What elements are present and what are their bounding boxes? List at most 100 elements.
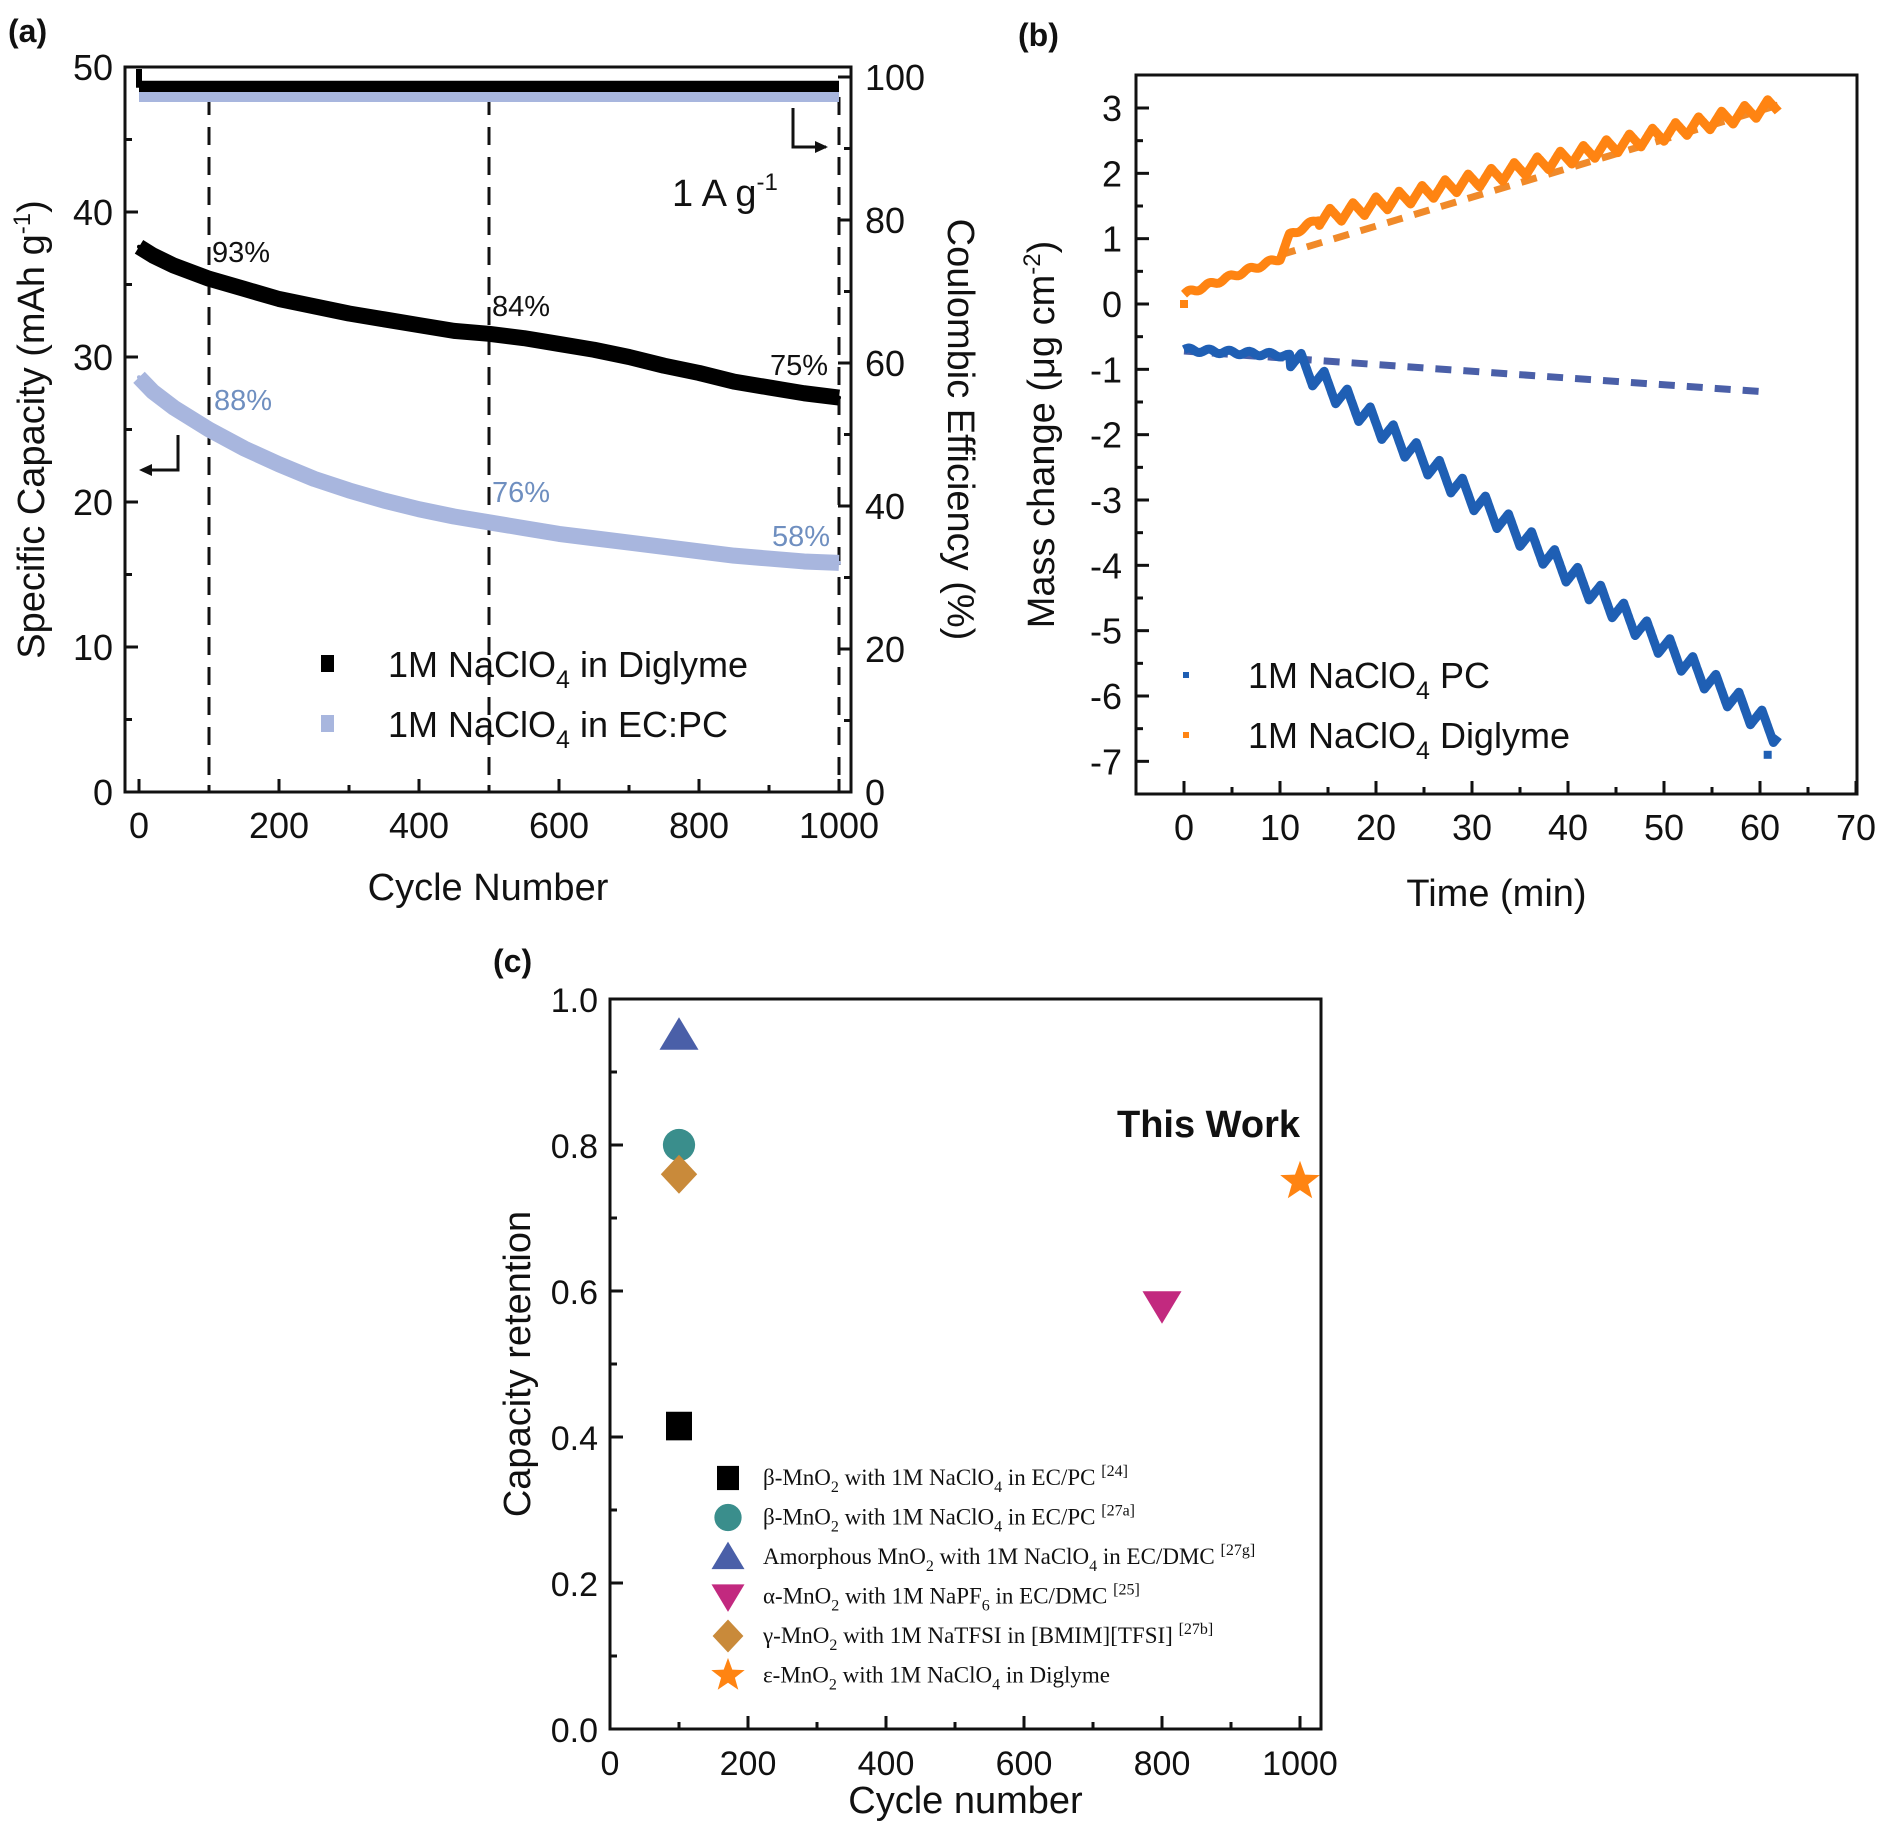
legend-marker-triangle-up [711, 1541, 745, 1570]
right-axis-pointer-arrowhead [815, 141, 828, 153]
x-tick-label: 400 [858, 1745, 915, 1783]
retention-annotation: 58% [772, 521, 830, 553]
x-tick-label: 1000 [1262, 1745, 1338, 1783]
data-point [207, 427, 211, 432]
data-point [207, 276, 211, 281]
legend-label-part: in Diglyme [1000, 1663, 1110, 1688]
data-point [837, 395, 841, 400]
legend-label-sub: 2 [926, 1558, 934, 1575]
x-tick-label: 0 [1174, 807, 1194, 848]
legend-label-sub: 4 [994, 1519, 1002, 1536]
y2-axis-title: Coulombic Efficiency (%) [939, 219, 981, 641]
current-density-sup: -1 [757, 169, 778, 196]
legend-label-sub: 4 [994, 1479, 1002, 1496]
data-point [522, 526, 526, 531]
series-line-diglyme [134, 240, 840, 406]
x-axis-title: Cycle number [848, 1780, 1083, 1822]
y-tick-label: 0 [1102, 284, 1122, 325]
legend-label-part: Amorphous MnO [763, 1544, 926, 1569]
legend-label-part: in EC/PC [1002, 1465, 1101, 1490]
x-tick-label: 0 [129, 805, 149, 846]
y-tick-label: 30 [73, 337, 113, 378]
data-point [802, 559, 806, 564]
y-tick-label: 20 [73, 482, 113, 523]
data-point [347, 311, 351, 316]
x-tick-label: 600 [529, 805, 589, 846]
legend-label-ref: [27g] [1221, 1542, 1256, 1559]
data-point [522, 336, 526, 341]
y-tick-label: -1 [1090, 349, 1122, 390]
legend-label: α-MnO2 with 1M NaPF6 in EC/DMC [25] [763, 1582, 1140, 1615]
data-point [557, 341, 561, 346]
legend-label-sub: 2 [829, 1677, 837, 1694]
legend-label-part: with 1M NaPF [839, 1584, 982, 1609]
legend-label-ref: [27b] [1179, 1621, 1214, 1638]
legend-label-part: β-MnO [763, 1465, 831, 1490]
y2-tick-label: 100 [865, 57, 925, 98]
data-point [382, 317, 386, 322]
y-tick-label: 3 [1102, 88, 1122, 129]
legend-label-part: with 1M NaClO [839, 1505, 994, 1530]
retention-annotation: 84% [492, 291, 550, 323]
series-line-ecpc [133, 371, 840, 571]
legend-marker-square [717, 1465, 739, 1491]
x-tick-label: 20 [1356, 807, 1396, 848]
data-point [592, 347, 596, 352]
x-axis-title: Time (min) [1406, 873, 1586, 915]
y2-tick-label: 60 [865, 343, 905, 384]
left-axis-pointer-arrow [142, 435, 180, 472]
x-tick-label: 400 [389, 805, 449, 846]
y-tick-label: 0.8 [551, 1128, 598, 1166]
legend-marker-star [711, 1657, 745, 1690]
data-point [151, 389, 155, 394]
y-tick-label: 0.0 [551, 1712, 598, 1750]
data-point [172, 263, 176, 268]
y-axis-title-main: Mass change (μg cm [1021, 275, 1063, 628]
x-tick-label: 200 [249, 805, 309, 846]
legend-label-sub: 4 [556, 726, 570, 754]
y-tick-label: -4 [1090, 545, 1122, 586]
data-point [417, 507, 421, 512]
data-point [312, 476, 316, 481]
y-axis-title-end: ) [1021, 241, 1063, 254]
data-point-triangle-down [1142, 1291, 1182, 1324]
legend-label-sub: 2 [829, 1637, 837, 1654]
data-point [557, 531, 561, 536]
data-point [627, 540, 631, 545]
data-point [277, 462, 281, 467]
x-tick-label: 70 [1836, 807, 1876, 848]
legend-marker [1183, 732, 1189, 738]
panel-b: (b) 0 10 20 30 40 50 60 70 -7 -6 -5 -4 -3 -2 -1 0 1 2 3 Time… [1018, 17, 1876, 915]
legend-label: β-MnO2 with 1M NaClO4 in EC/PC [24] [763, 1463, 1128, 1496]
y2-tick-label: 80 [865, 200, 905, 241]
data-point [417, 323, 421, 328]
y-axis-title: Specific Capacity (mAh g-1) [9, 200, 53, 659]
y-axis-title-sup: -1 [9, 213, 36, 234]
y-tick-label: 10 [73, 627, 113, 668]
data-point [662, 363, 666, 368]
data-point [697, 370, 701, 375]
legend-label: ε-MnO2 with 1M NaClO4 in Diglyme [763, 1663, 1110, 1694]
legend-label-suffix: in Diglyme [570, 644, 748, 685]
legend-label: 1M NaClO4 PC [1248, 655, 1490, 705]
x-tick-label: 30 [1452, 807, 1492, 848]
data-point [697, 549, 701, 554]
data-point-star [1280, 1160, 1320, 1199]
x-tick-label: 800 [669, 805, 729, 846]
legend-label: β-MnO2 with 1M NaClO4 in EC/PC [27a] [763, 1503, 1135, 1536]
panel-label: (a) [8, 13, 47, 49]
y-axis-title-end: ) [11, 200, 53, 213]
legend-label-sub: 6 [982, 1598, 990, 1615]
left-axis-pointer-arrowhead [139, 464, 152, 476]
panel-label: (c) [493, 943, 532, 979]
legend-marker-diamond [712, 1619, 744, 1653]
data-point [172, 405, 176, 410]
legend-label-sub: 4 [1416, 677, 1430, 705]
legend-label-part: with 1M NaClO [837, 1663, 992, 1688]
y-axis-title: Capacity retention [497, 1211, 539, 1517]
series-line-diglyme [1180, 95, 1782, 298]
legend-label-part: β-MnO [763, 1505, 831, 1530]
legend-label-sub: 4 [992, 1677, 1000, 1694]
data-point [732, 379, 736, 384]
